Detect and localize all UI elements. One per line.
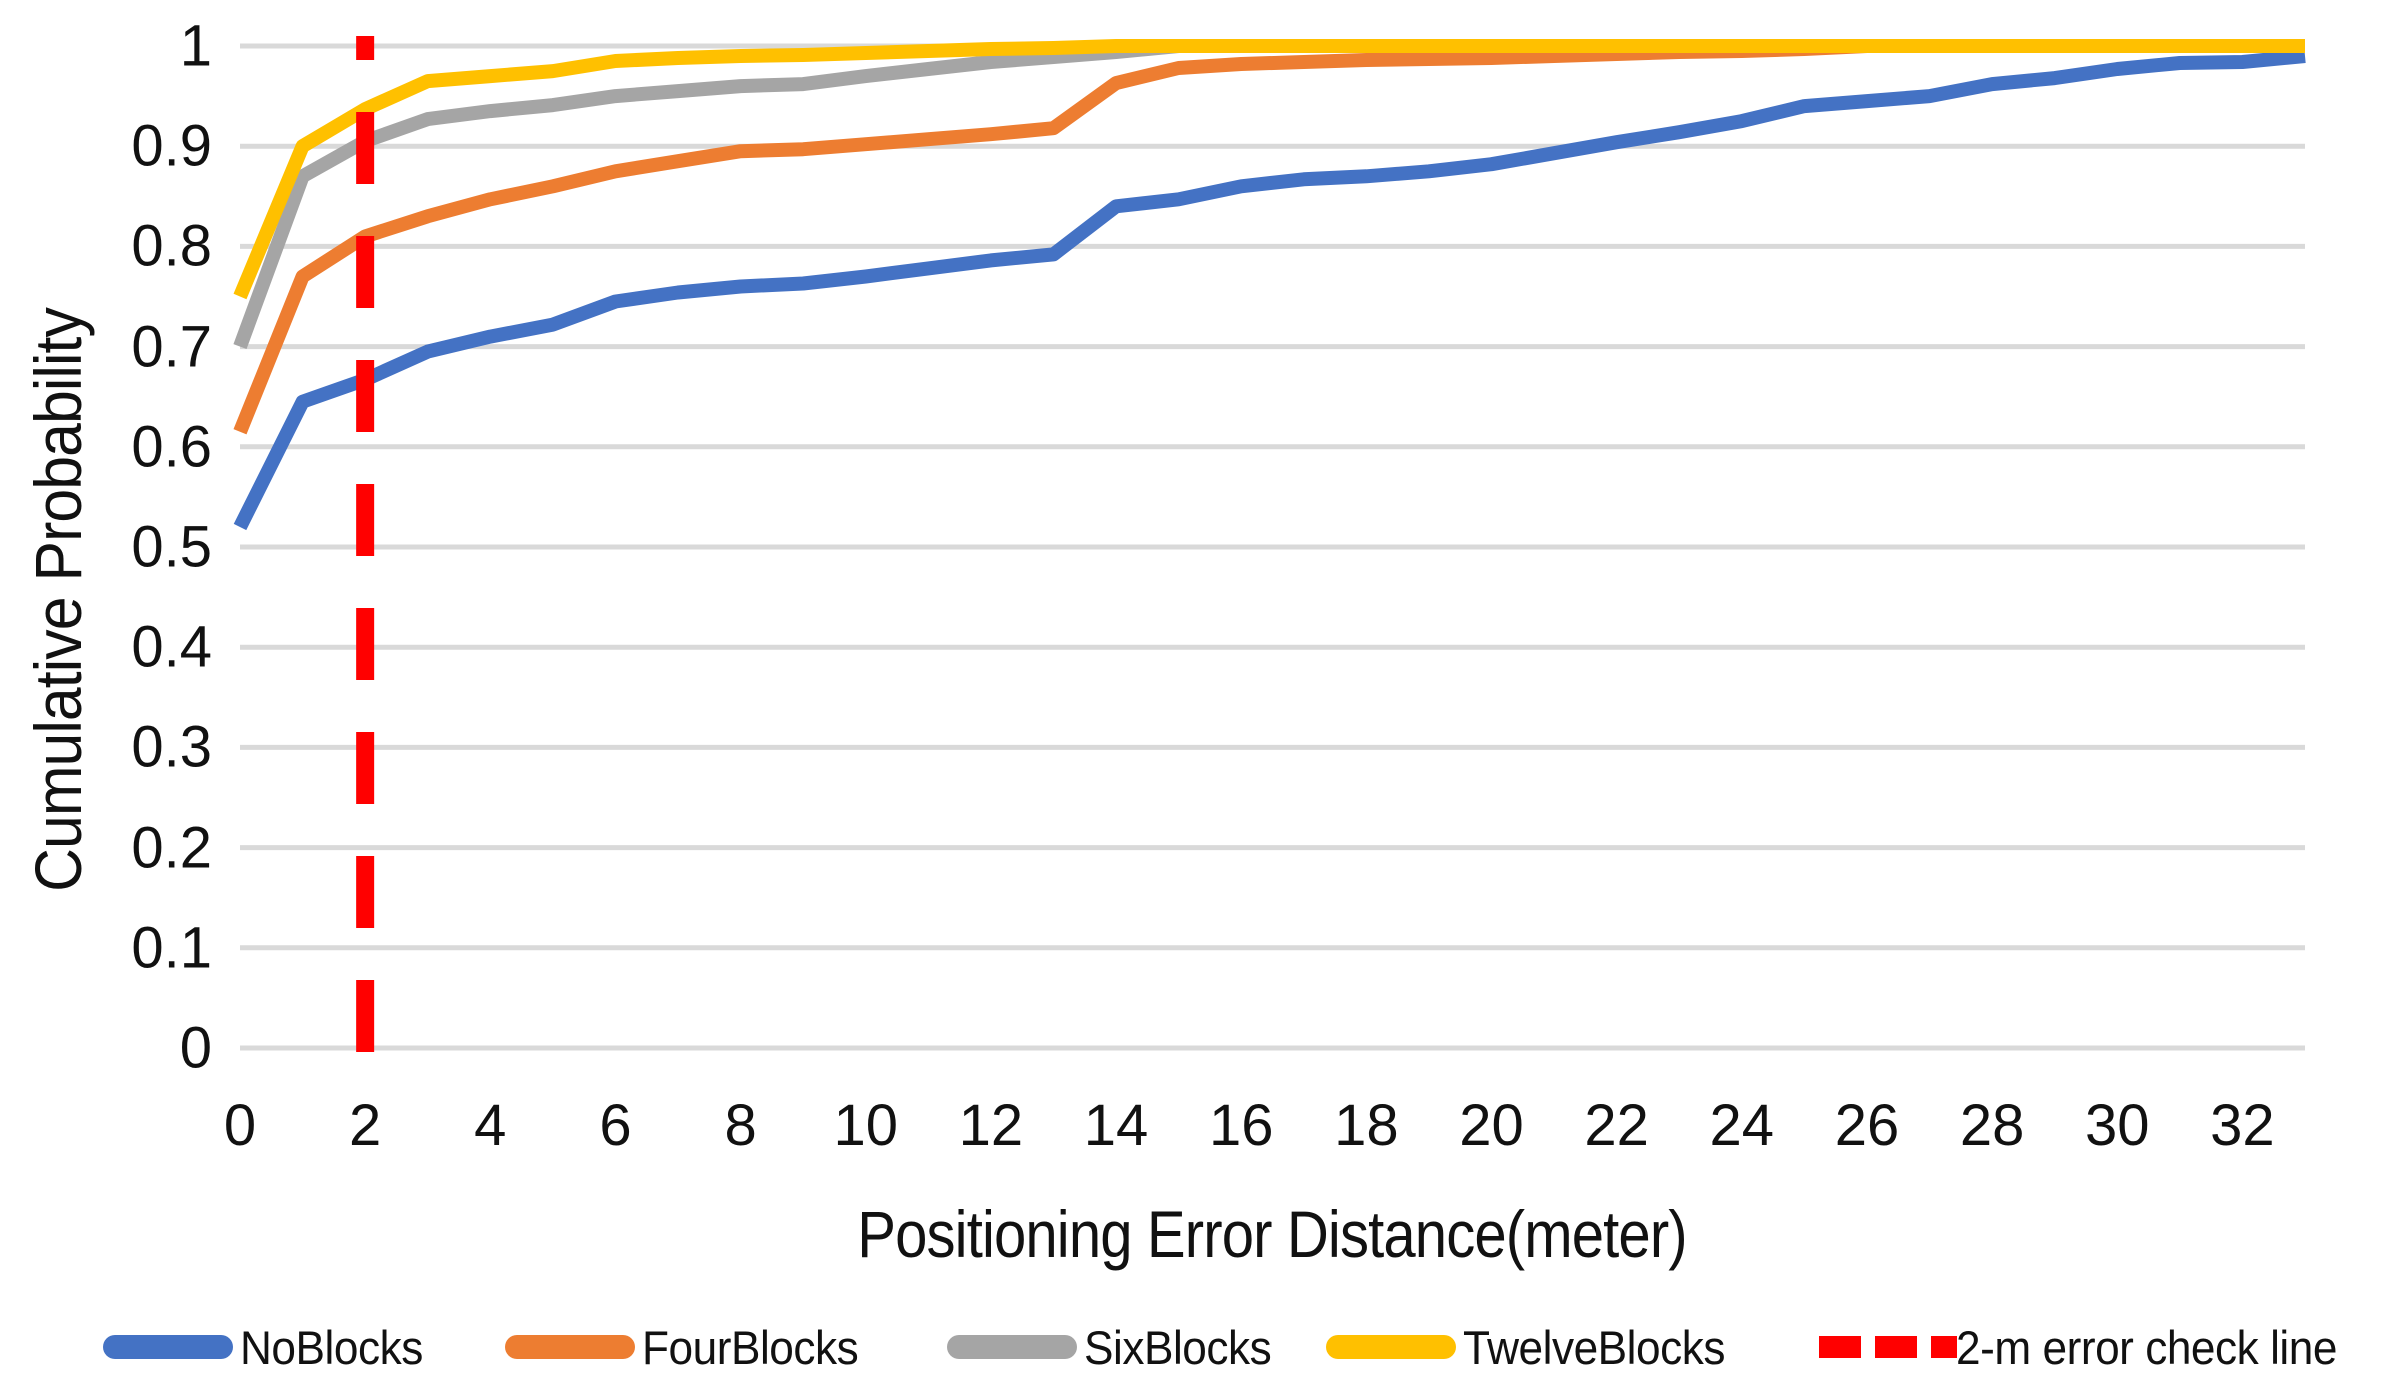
x-tick-label: 8 — [724, 1093, 757, 1158]
legend-item-noblocks: NoBlocks — [103, 1314, 435, 1380]
x-tick-label: 18 — [1334, 1093, 1399, 1158]
legend-label: FourBlocks — [642, 1320, 859, 1374]
x-tick-label: 4 — [474, 1093, 507, 1158]
x-tick-label: 30 — [2085, 1093, 2150, 1158]
legend-label: TwelveBlocks — [1463, 1320, 1725, 1374]
x-axis-title: Positioning Error Distance(meter) — [857, 1197, 1687, 1271]
x-tick-label: 24 — [1709, 1093, 1775, 1158]
y-tick-label: 0.2 — [131, 815, 212, 881]
x-tick-label: 22 — [1584, 1093, 1649, 1158]
legend-line-swatch — [103, 1335, 233, 1359]
legend-line-swatch — [505, 1335, 635, 1359]
x-tick-label: 12 — [958, 1093, 1024, 1158]
legend-dash-segment — [1819, 1336, 1861, 1358]
x-tick-label: 26 — [1834, 1093, 1900, 1158]
y-tick-label: 0.8 — [131, 213, 212, 279]
y-axis-title: Cumulative Probability — [21, 308, 95, 892]
series-line-noblocks — [233, 49, 2306, 531]
x-tick-label: 0 — [223, 1093, 257, 1158]
x-tick-label: 32 — [2210, 1093, 2275, 1158]
plot-svg — [233, 36, 2306, 1052]
series-line-twelveblocks — [233, 39, 2305, 300]
legend-item-2-m-error-check-line: 2-m error check line — [1819, 1314, 2361, 1380]
y-tick-label: 0.5 — [131, 514, 212, 580]
x-tick-label: 10 — [833, 1093, 899, 1158]
x-tick-label: 28 — [1959, 1093, 2025, 1158]
legend-label: NoBlocks — [240, 1320, 423, 1374]
legend-label: 2-m error check line — [1956, 1320, 2337, 1374]
x-tick-label: 20 — [1459, 1093, 1524, 1158]
legend-label: SixBlocks — [1084, 1320, 1272, 1374]
legend: NoBlocks FourBlocks SixBlocks TwelveBlocks 2… — [0, 1314, 2389, 1380]
legend-dashed-swatch — [1819, 1336, 1957, 1358]
y-tick-label: 1 — [179, 13, 212, 79]
legend-item-fourblocks: FourBlocks — [505, 1314, 872, 1380]
series-line-sixblocks — [233, 39, 2305, 350]
y-tick-label: 0.1 — [131, 915, 212, 981]
y-tick-label: 0 — [179, 1015, 212, 1081]
x-tick-label: 14 — [1083, 1093, 1149, 1158]
x-tick-label: 16 — [1208, 1093, 1274, 1158]
y-tick-label: 0.3 — [131, 714, 212, 780]
legend-line-swatch — [1326, 1335, 1456, 1359]
legend-dash-segment — [1931, 1336, 1957, 1358]
x-tick-label: 6 — [599, 1093, 632, 1158]
legend-dash-segment — [1875, 1336, 1917, 1358]
legend-item-twelveblocks: TwelveBlocks — [1326, 1314, 1742, 1380]
y-tick-label: 0.4 — [131, 614, 212, 680]
x-tick-label: 2 — [349, 1093, 382, 1158]
legend-line-swatch — [947, 1335, 1077, 1359]
y-tick-label: 0.7 — [131, 314, 212, 380]
legend-item-sixblocks: SixBlocks — [947, 1314, 1283, 1380]
y-tick-label: 0.6 — [131, 414, 212, 480]
y-tick-label: 0.9 — [131, 113, 212, 179]
